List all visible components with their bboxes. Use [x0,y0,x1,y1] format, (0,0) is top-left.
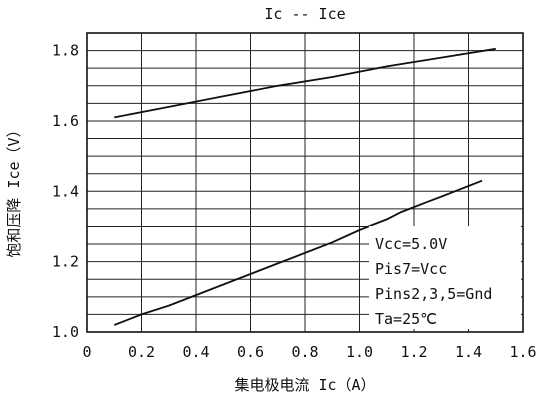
plot-frame [86,32,524,333]
series-line-1 [114,47,496,119]
annotation-pins-gnd: Pins2,3,5=Gnd [375,285,492,303]
series-layer [113,47,496,326]
x-tick-label: 1.0 [346,343,373,361]
x-axis-label: 集电极电流 Ic（A） [234,376,375,394]
annotation-ta: Ta=25℃ [375,310,437,328]
annotation-background [369,226,521,329]
x-tick-label: 1.2 [400,343,427,361]
series-line-2 [113,179,483,326]
x-tick-label: 0.8 [291,343,318,361]
y-tick-labels: 1.0 1.2 1.4 1.6 1.8 [52,42,79,341]
x-tick-label: 0.2 [128,343,155,361]
chart-title: Ic -- Ice [264,5,345,23]
x-tick-label: 1.6 [509,343,536,361]
y-tick-label: 1.4 [52,182,79,200]
y-tick-label: 1.0 [52,323,79,341]
x-tick-label: 0.6 [237,343,264,361]
y-tick-label: 1.2 [52,253,79,271]
x-tick-labels: 0 0.2 0.4 0.6 0.8 1.0 1.2 1.4 1.6 [82,343,536,361]
y-tick-label: 1.8 [52,42,79,60]
x-tick-label: 0 [82,343,91,361]
x-tick-label: 0.4 [182,343,209,361]
annotation-pin7: Pis7=Vcc [375,260,447,278]
annotation-box: Vcc=5.0V Pis7=Vcc Pins2,3,5=Gnd Ta=25℃ [369,226,521,329]
y-tick-label: 1.6 [52,112,79,130]
x-tick-label: 1.4 [455,343,482,361]
annotation-vcc: Vcc=5.0V [375,235,447,253]
y-axis-label: 饱和压降 Ice（V） [5,122,23,257]
